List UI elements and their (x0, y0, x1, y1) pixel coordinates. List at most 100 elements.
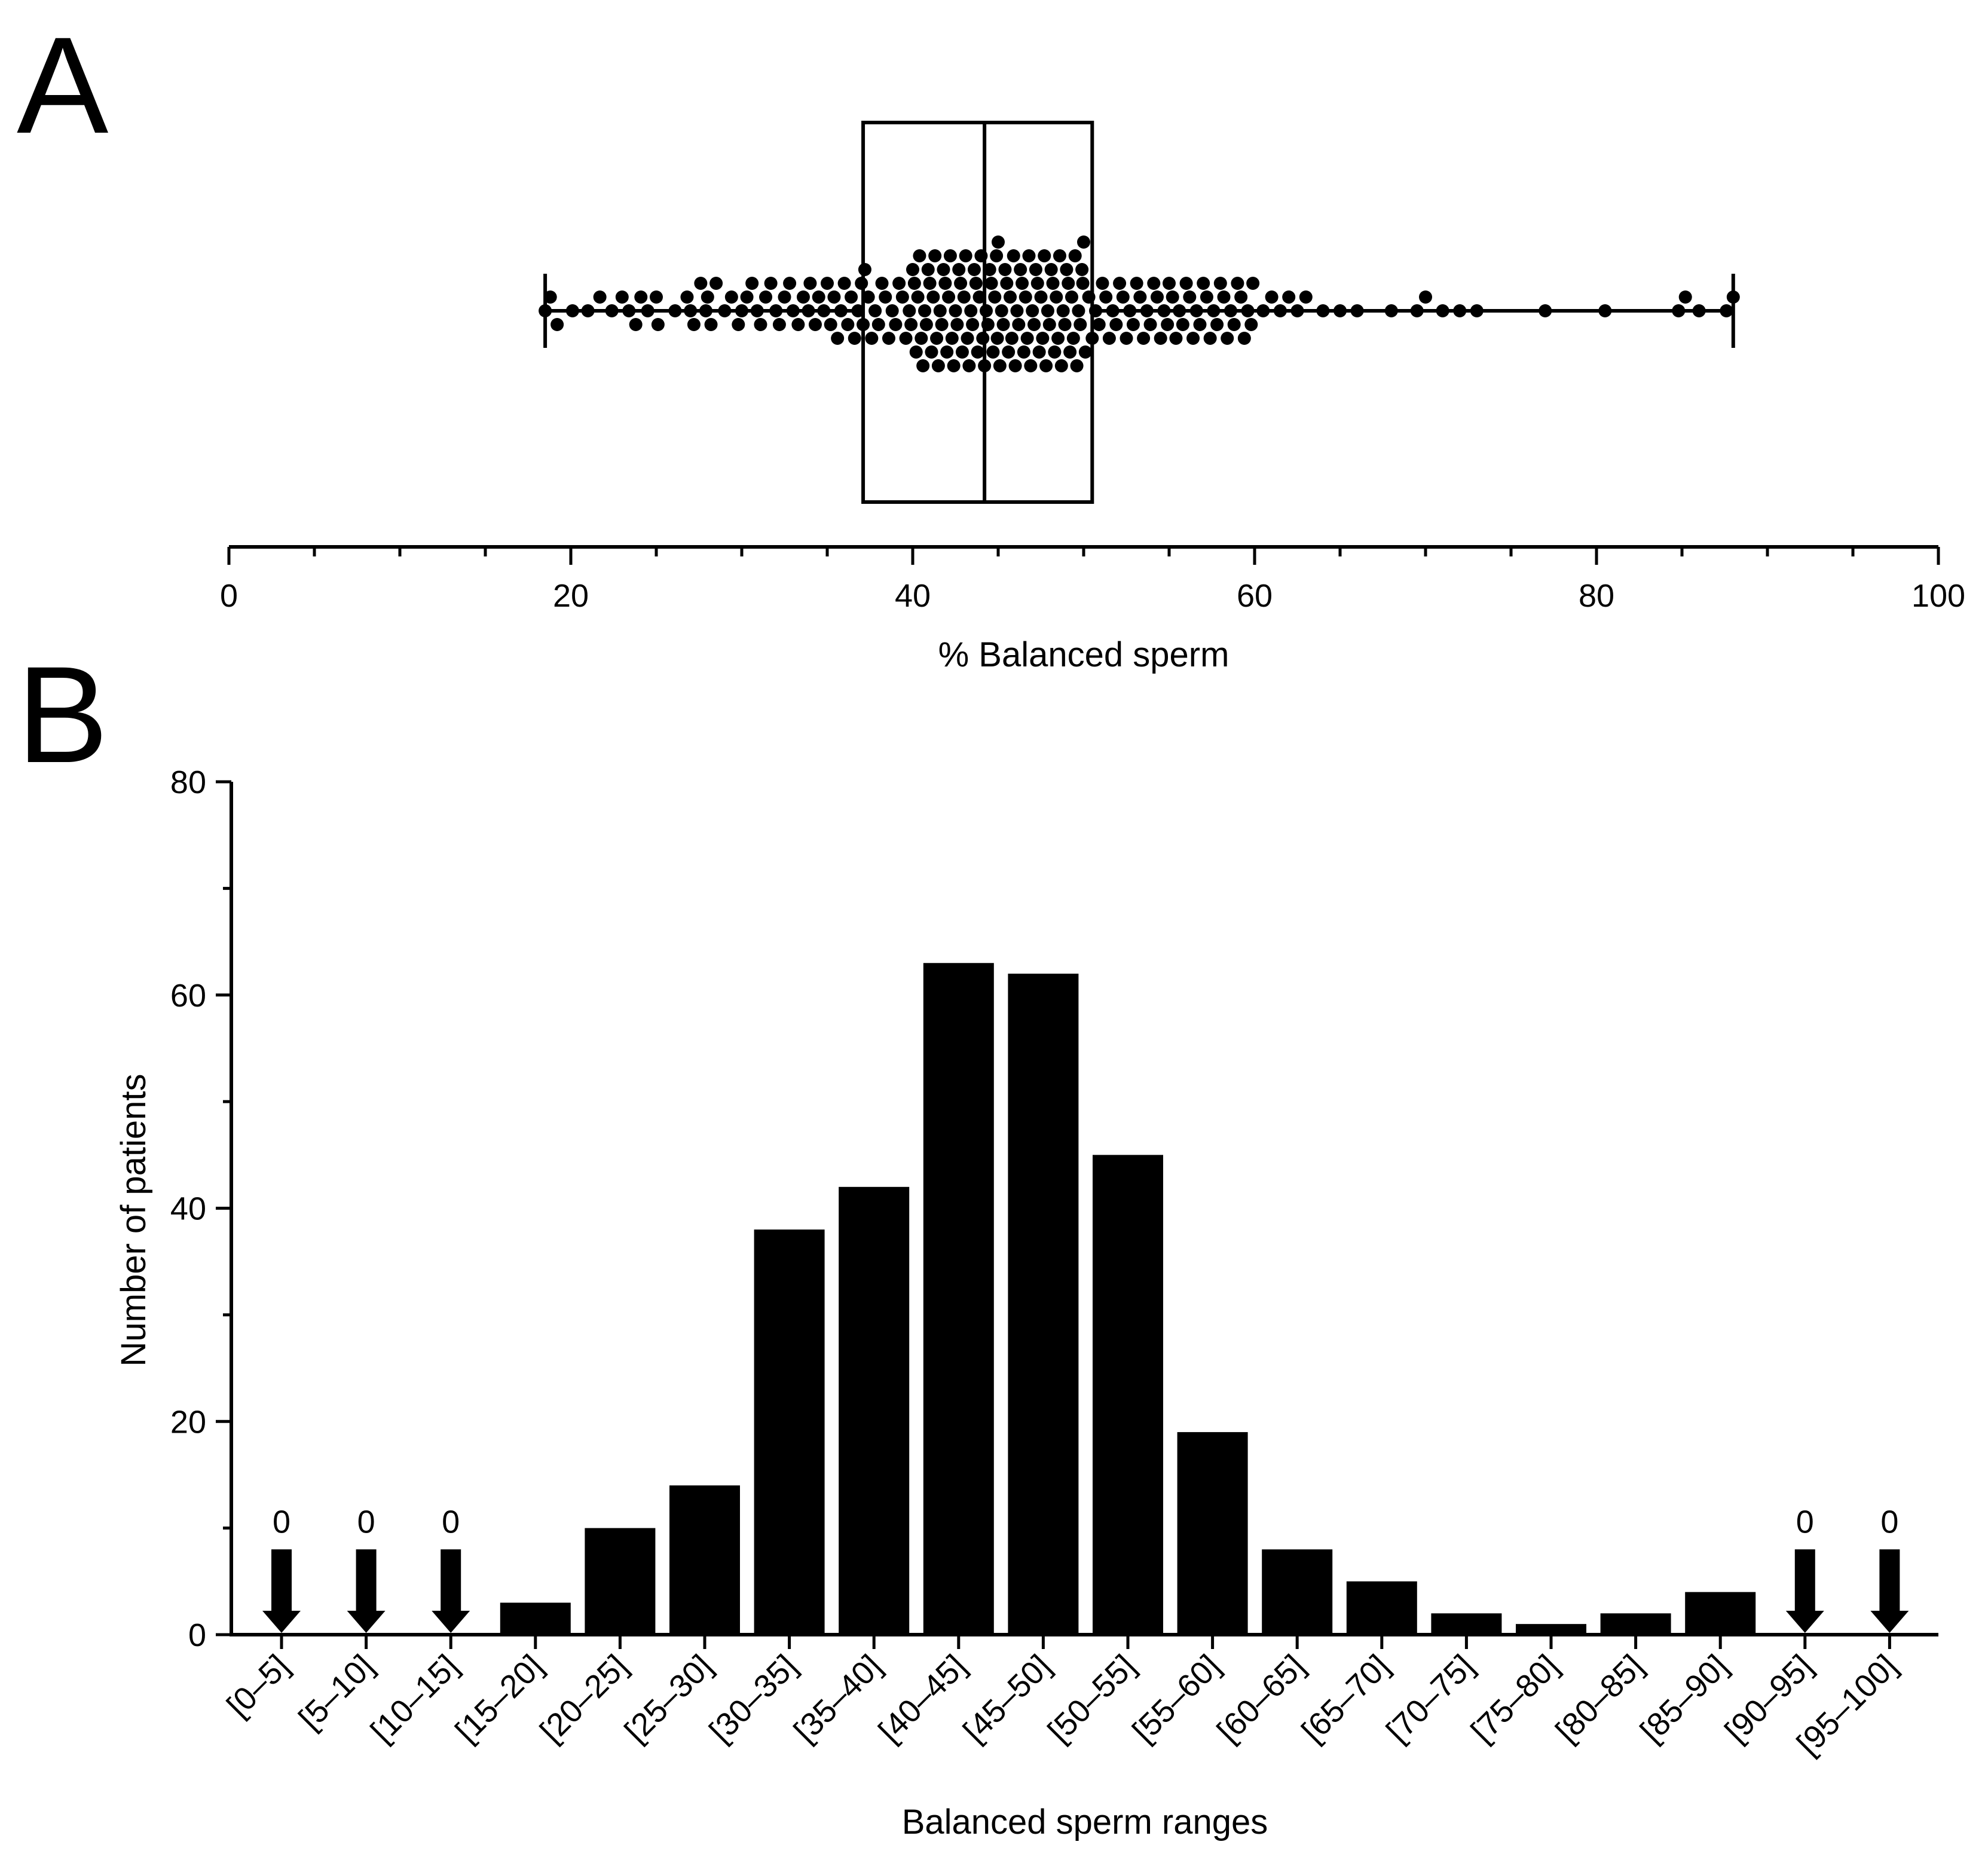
panel-a-data-point (791, 318, 805, 331)
panel-a-data-point (983, 263, 996, 276)
panel-a-data-point (622, 304, 636, 317)
panel-a-data-point (992, 235, 1005, 249)
panel-a-data-point (1246, 277, 1260, 290)
panel-a-data-point (709, 277, 723, 290)
panel-b-x-axis-title: Balanced sperm ranges (902, 1803, 1268, 1841)
panel-a-data-point (694, 277, 708, 290)
panel-a-data-point (875, 277, 889, 290)
panel-a-tick-label: 40 (895, 578, 931, 614)
panel-a-data-point (1039, 359, 1053, 372)
panel-b-y-tick-label: 40 (170, 1191, 206, 1227)
panel-a-data-point (1126, 318, 1140, 331)
panel-b-zero-arrow-marker (262, 1549, 301, 1633)
panel-a-data-point (931, 359, 945, 372)
panel-a-data-point (1470, 304, 1484, 317)
panel-a-data-point (1005, 332, 1019, 345)
panel-a-tick-label: 0 (220, 578, 238, 614)
panel-a-data-point (1041, 304, 1054, 317)
panel-a-data-point (962, 359, 976, 372)
panel-a-data-point (907, 277, 921, 290)
panel-a-data-point (1672, 304, 1686, 317)
panel-a-data-point (827, 290, 841, 304)
panel-a-data-point (1256, 304, 1270, 317)
panel-a-data-point (1054, 359, 1068, 372)
panel-a-data-point (732, 318, 745, 331)
panel-a-data-point (1189, 304, 1203, 317)
panel-a-data-point (808, 318, 822, 331)
panel-a-data-point (882, 332, 895, 345)
panel-a-data-point (1078, 345, 1092, 359)
panel-a-data-point (1050, 290, 1063, 304)
panel-a-data-point (1197, 277, 1210, 290)
panel-a-data-point (1350, 304, 1364, 317)
panel-a-data-point (701, 290, 714, 304)
panel-a-data-point (783, 277, 797, 290)
panel-b-bar (1600, 1613, 1671, 1635)
panel-a-data-point (1044, 263, 1058, 276)
panel-b-bars (500, 963, 1756, 1635)
panel-a-data-point (724, 290, 738, 304)
panel-a-data-point (848, 332, 861, 345)
panel-a-data-point (1024, 359, 1038, 372)
panel-a-tick-label: 80 (1579, 578, 1614, 614)
panel-a-data-point (1166, 290, 1179, 304)
panel-a-data-point (1231, 277, 1244, 290)
panel-a-data-point (759, 290, 773, 304)
panel-a-data-point (1410, 304, 1424, 317)
panel-a-data-point (1130, 277, 1143, 290)
panel-a-data-point (1133, 290, 1147, 304)
panel-a-data-point (634, 290, 648, 304)
panel-a-data-point (1120, 332, 1133, 345)
panel-a-data-point (885, 304, 899, 317)
panel-a-data-point (938, 277, 952, 290)
panel-a-data-point (967, 263, 981, 276)
panel-a-data-point (974, 249, 988, 262)
panel-a-data-point (764, 277, 778, 290)
panel-a-data-point (857, 318, 870, 331)
panel-a-data-point (1147, 277, 1161, 290)
panel-a-tick-label: 60 (1237, 578, 1273, 614)
panel-a-data-point (1316, 304, 1330, 317)
panel-a-data-point (972, 290, 986, 304)
panel-a-data-point (1072, 304, 1085, 317)
panel-a-data-point (916, 359, 930, 372)
panel-a-data-point (918, 304, 932, 317)
panel-b-bar (1516, 1624, 1586, 1635)
panel-b-zero-label: 0 (1880, 1504, 1898, 1540)
panel-a-data-point (871, 318, 885, 331)
panel-a-data-point (1008, 359, 1022, 372)
panel-a-data-point (1161, 318, 1175, 331)
panel-a-data-point (937, 263, 950, 276)
panel-a-data-point (988, 290, 1002, 304)
panel-a-data-point (996, 318, 1010, 331)
panel-a-data-point (1034, 290, 1048, 304)
panel-a-data-point (1299, 290, 1313, 304)
panel-a-data-point (1203, 332, 1217, 345)
panel-a-beeswarm: 0 20 40 60 80 100 % Balanced sperm (220, 121, 1965, 674)
panel-a-data-point (1027, 318, 1041, 331)
panel-a-data-point (971, 345, 984, 359)
panel-a-data-point (1010, 304, 1024, 317)
panel-a-data-point (1720, 304, 1733, 317)
panel-a-data-point (772, 318, 786, 331)
panel-a-data-point (945, 332, 959, 345)
panel-a-data-point (668, 304, 682, 317)
panel-a-data-point (1384, 304, 1398, 317)
panel-a-data-point (858, 263, 871, 276)
panel-a-data-point (1150, 290, 1164, 304)
panel-b-zero-label: 0 (442, 1504, 460, 1540)
panel-a-data-point (539, 304, 552, 317)
panel-a-data-point (947, 359, 961, 372)
panel-a-data-point (906, 263, 919, 276)
panel-a-data-point (899, 332, 913, 345)
panel-a-data-point (812, 290, 825, 304)
panel-a-data-point (1217, 290, 1231, 304)
panel-a-data-point (995, 304, 1008, 317)
panel-b-y-ticks: 0 20 40 60 80 (170, 764, 231, 1653)
panel-a-data-point (565, 304, 579, 317)
panel-a-data-point (841, 318, 855, 331)
panel-b-bar (669, 1485, 740, 1635)
panel-a-data-point (651, 318, 665, 331)
panel-b-zero-label: 0 (357, 1504, 375, 1540)
